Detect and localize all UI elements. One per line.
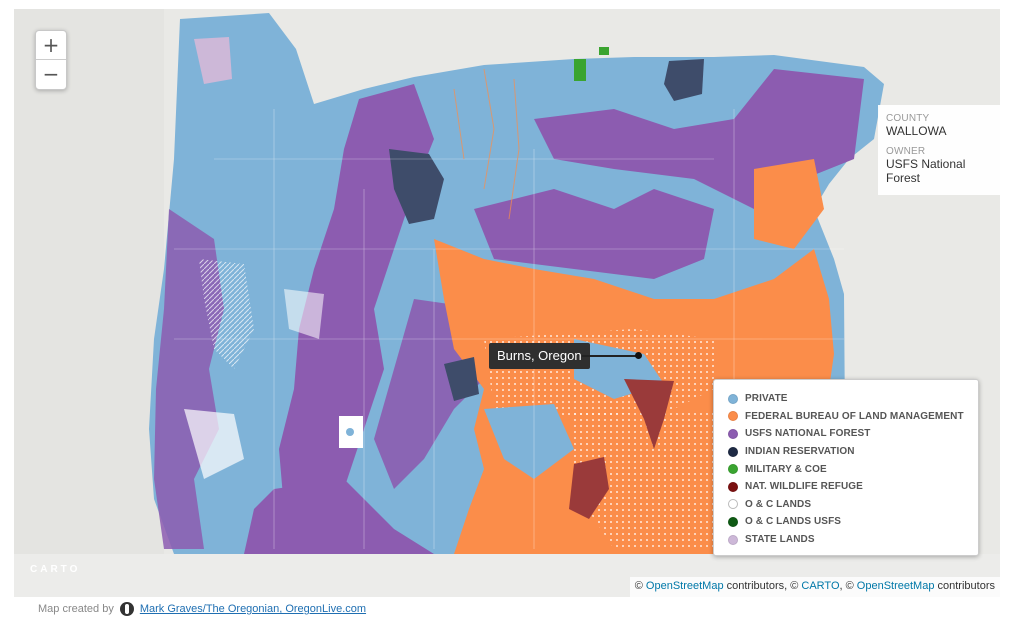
legend-item: MILITARY & COE xyxy=(728,460,978,478)
legend-swatch xyxy=(728,516,738,527)
credit-line: Map created by Mark Graves/The Oregonian… xyxy=(38,602,366,616)
osm-link[interactable]: OpenStreetMap xyxy=(645,580,724,592)
legend-swatch xyxy=(728,393,738,404)
legend-label: FEDERAL BUREAU OF LAND MANAGEMENT xyxy=(745,410,964,422)
legend-label: O & C LANDS xyxy=(745,498,812,510)
usfs-central xyxy=(279,84,434,519)
legend-item: INDIAN RESERVATION xyxy=(728,443,978,461)
legend-swatch xyxy=(728,534,738,545)
legend-swatch xyxy=(728,428,738,439)
legend-label: INDIAN RESERVATION xyxy=(745,446,855,458)
legend-swatch xyxy=(728,446,738,457)
legend-swatch xyxy=(728,481,738,492)
attr-text: contributors xyxy=(937,580,995,592)
attr-text: , © xyxy=(839,580,854,592)
attribution: © OpenStreetMap contributors, © CARTO, ©… xyxy=(629,577,1000,597)
legend-swatch xyxy=(728,464,738,475)
legend-item: PRIVATE xyxy=(728,390,978,408)
attr-text: © xyxy=(634,580,643,592)
oregonian-logo-icon xyxy=(119,602,134,616)
legend-label: NAT. WILDLIFE REFUGE xyxy=(745,481,863,493)
county-value: WALLOWA xyxy=(886,124,947,138)
legend-label: STATE LANDS xyxy=(745,534,815,546)
carto-logo: CARTO xyxy=(30,564,81,575)
legend-label: O & C LANDS USFS xyxy=(745,516,842,528)
legend: PRIVATE FEDERAL BUREAU OF LAND MANAGEMEN… xyxy=(713,379,979,556)
legend-item: STATE LANDS xyxy=(728,531,978,549)
attr-text: contributors, © xyxy=(726,580,799,592)
legend-label: MILITARY & COE xyxy=(745,463,827,475)
credit-link[interactable]: Mark Graves/The Oregonian, OregonLive.co… xyxy=(139,603,367,615)
reservation-warm-springs xyxy=(389,149,444,224)
credit-prefix: Map created by xyxy=(38,603,114,615)
owner-label: OWNER xyxy=(886,146,926,157)
burns-marker[interactable] xyxy=(635,352,642,359)
refuge-malheur xyxy=(569,457,609,519)
legend-item: O & C LANDS USFS xyxy=(728,513,978,531)
legend-label: PRIVATE xyxy=(745,393,788,405)
legend-item: O & C LANDS xyxy=(728,496,978,514)
legend-item: FEDERAL BUREAU OF LAND MANAGEMENT xyxy=(728,408,978,426)
osm-link-2[interactable]: OpenStreetMap xyxy=(856,580,935,592)
zoom-in-button[interactable]: + xyxy=(36,31,66,60)
legend-swatch xyxy=(728,411,738,422)
county-label: COUNTY xyxy=(886,113,930,124)
owner-value: USFS National Forest xyxy=(886,157,966,185)
info-panel: COUNTY WALLOWA OWNER USFS National Fores… xyxy=(878,105,1000,195)
tooltip-leader-line xyxy=(582,355,638,357)
legend-item: NAT. WILDLIFE REFUGE xyxy=(728,478,978,496)
burns-tooltip: Burns, Oregon xyxy=(489,343,590,369)
map-canvas[interactable]: + − COUNTY WALLOWA OWNER USFS National F… xyxy=(14,9,1000,597)
legend-label: USFS NATIONAL FOREST xyxy=(745,428,871,440)
zoom-out-button[interactable]: − xyxy=(42,62,60,86)
carto-link[interactable]: CARTO xyxy=(801,580,840,592)
legend-swatch xyxy=(728,499,738,510)
zoom-control: + − xyxy=(35,30,67,90)
legend-item: USFS NATIONAL FOREST xyxy=(728,425,978,443)
